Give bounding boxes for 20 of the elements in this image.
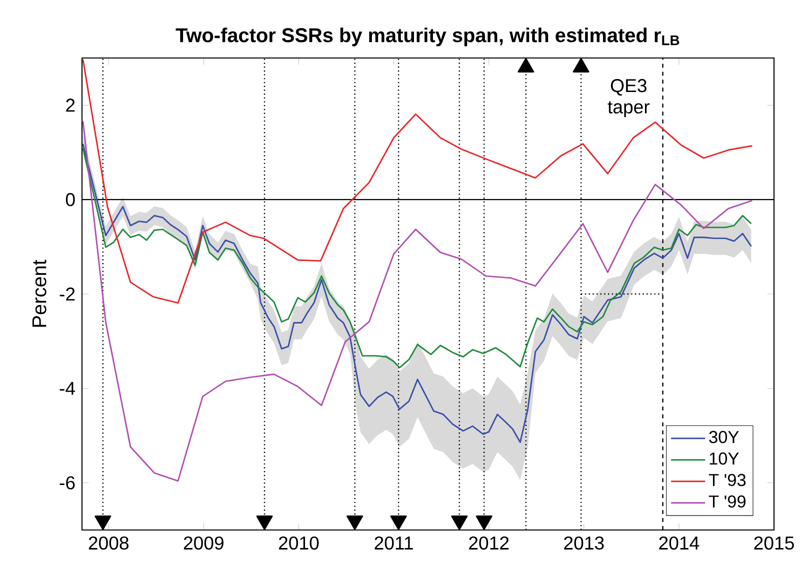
- x-tick-label: 2012: [469, 536, 509, 550]
- legend-label: 10Y: [710, 452, 739, 465]
- x-tick-label: 2011: [374, 536, 413, 550]
- annotation: QE3 taper: [608, 79, 650, 118]
- x-tick-label: 2013: [564, 536, 604, 550]
- y-tick-label: 0: [66, 192, 75, 206]
- y-axis-title: Percent: [32, 260, 46, 327]
- y-tick-label: -2: [60, 287, 75, 300]
- y-tick-label: -6: [60, 476, 75, 490]
- x-tick-label: 2009: [184, 536, 224, 550]
- x-tick-label: 2008: [88, 536, 128, 550]
- x-tick-label: 2010: [278, 536, 319, 550]
- x-tick-label: 2014: [659, 536, 700, 550]
- y-tick-label: 2: [66, 98, 75, 112]
- y-tick-label: -4: [60, 382, 75, 395]
- legend-label: T '99: [708, 495, 746, 508]
- x-tick-label: 2015: [754, 536, 794, 550]
- chart-title: Two-factor SSRs by maturity span, with estimated r$_{LB}$: [176, 28, 680, 46]
- legend-label: T '93: [708, 474, 746, 486]
- legend-label: 30Y: [709, 430, 739, 444]
